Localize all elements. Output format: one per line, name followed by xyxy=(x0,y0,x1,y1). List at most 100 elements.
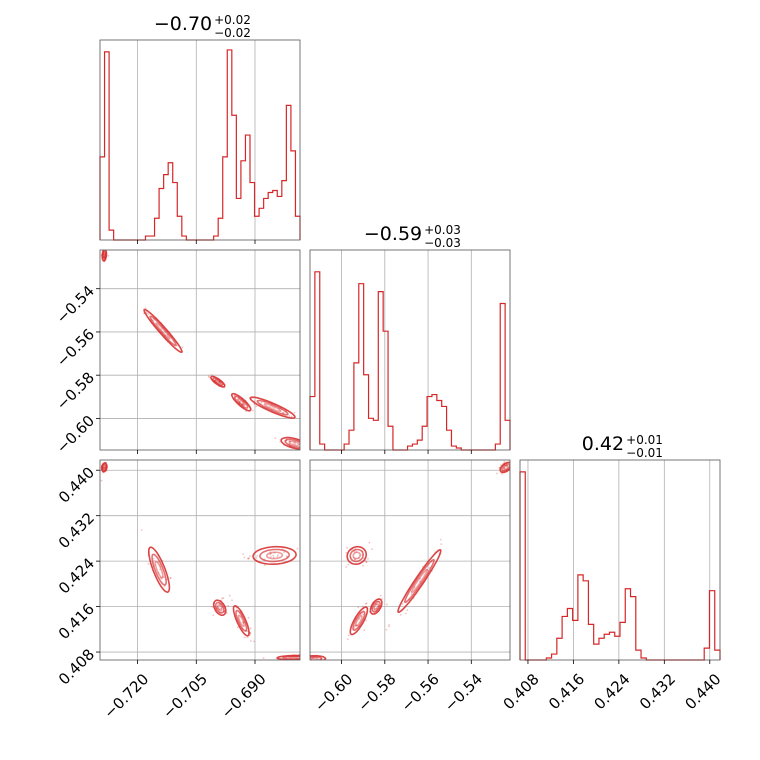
panel-p0-p2-cluster-1-sample xyxy=(169,577,172,579)
panel-p0-p2-cluster-2-contour xyxy=(214,601,225,614)
panel-p0-p2-cluster-4-sample xyxy=(247,557,250,560)
title-p2-upper-error: +0.01 xyxy=(626,433,663,447)
panel-p0-p2-cluster-4-sample xyxy=(296,547,299,550)
panel-p0-p1-cluster-4-sample xyxy=(273,407,276,410)
panel-p0-p2-cluster-3-sample xyxy=(231,599,233,602)
panel-p0-p1-cluster-1-sample xyxy=(146,312,149,315)
panel-p0-p2-cluster-0-sample xyxy=(103,467,106,469)
panel-p0-p1-cluster-4-sample xyxy=(288,415,291,417)
panel-p0-p2-cluster-4-sample xyxy=(248,557,250,560)
xtick-label-p2: 0.408 xyxy=(500,670,543,713)
panel-p0-p2-cluster-4-sample xyxy=(255,557,258,559)
panel-p0-p2-cluster-1-sample xyxy=(153,559,155,562)
panel-p1-p2-cluster-5-sample xyxy=(503,467,506,470)
panel-p1-p2-cluster-3-sample xyxy=(375,603,377,606)
panel-p1-p2-cluster-2-sample xyxy=(364,603,367,605)
histogram-p2 xyxy=(519,471,721,661)
panel-p1-p2-cluster-1-sample xyxy=(367,557,369,560)
panel-p1-p2-cluster-2-sample xyxy=(357,606,360,609)
panel-p1-p2-cluster-5-sample xyxy=(506,464,509,467)
panel-p1-p2-cluster-5-sample xyxy=(495,472,498,475)
panel-p1-p2-cluster-3-sample xyxy=(379,594,382,597)
panel-p0-p1-cluster-5-sample xyxy=(274,437,277,439)
panel-p0-p2-cluster-3-sample xyxy=(253,640,255,643)
panel-p0-p1-cluster-2-contour xyxy=(212,377,224,386)
panel-p0-p2-cluster-4-sample xyxy=(285,555,288,557)
panel-p1-p2-cluster-0-sample xyxy=(306,654,308,656)
panel-p0-p1-cluster-3-sample xyxy=(242,403,245,405)
panel-p0-p2-cluster-3-sample xyxy=(242,621,245,624)
title-p1: −0.59 xyxy=(364,223,422,245)
panel-p0-p2-cluster-4-contour xyxy=(265,551,284,560)
panel-p0-p2-cluster-5-sample xyxy=(302,658,304,660)
panel-p0-p1-cluster-2-sample xyxy=(208,375,210,378)
panel-p0-p1-cluster-4-sample xyxy=(290,415,293,418)
panel-p0-p2-cluster-5-sample xyxy=(308,655,310,657)
panel-p1-p2-cluster-2-contour xyxy=(352,610,366,632)
panel-p0-p1-cluster-4-contour xyxy=(249,396,296,419)
panel-p0-p2-cluster-1-sample xyxy=(159,565,162,568)
panel-p0-p2-cluster-3-sample xyxy=(249,627,252,630)
panel-p0-p1-cluster-2-sample xyxy=(210,374,213,376)
panel-p1-p2-cluster-0-sample xyxy=(306,655,308,657)
panel-p0-p2-cluster-2-sample xyxy=(212,614,215,617)
panel-p0-p1-cluster-3-sample xyxy=(223,385,226,387)
panel-p0-p1-cluster-1-contour xyxy=(143,308,183,353)
panel-p0-p2-cluster-4-sample xyxy=(256,554,258,557)
panel-p1-p2-cluster-0-sample xyxy=(312,657,314,659)
panel-p0-p2-cluster-2-sample xyxy=(218,608,221,611)
panel-p1-p2-cluster-4-sample xyxy=(440,543,443,545)
panel-p1-p2-cluster-0-sample xyxy=(304,662,306,664)
title-p2-lower-error: −0.01 xyxy=(626,446,663,460)
panel-p0-p2-cluster-2-sample xyxy=(220,599,223,601)
panel-p1-p2-cluster-1-sample xyxy=(365,561,368,564)
panel-p1-p2-cluster-5-sample xyxy=(503,460,506,463)
panel-p1-p2-cluster-4-sample xyxy=(413,586,416,589)
panel-p0-p2-cluster-1-contour xyxy=(151,553,167,586)
panel-p0-p2-cluster-3-contour xyxy=(232,604,250,637)
panel-frame-p0-p2 xyxy=(99,459,301,661)
panel-p1-p2-cluster-2-contour xyxy=(355,615,363,627)
panel-p0-p1-cluster-4-sample xyxy=(260,401,263,404)
panel-p1-p2-cluster-1-sample xyxy=(354,558,356,561)
panel-p1-p2-cluster-3-sample xyxy=(381,597,384,600)
panel-p1-p2-cluster-0-sample xyxy=(300,655,302,657)
panel-p0-p1-cluster-3-sample xyxy=(241,403,244,405)
panel-p0-p2-cluster-3-contour xyxy=(235,609,248,632)
xtick-label-p0: −0.720 xyxy=(100,670,152,722)
panel-p0-p1-cluster-5-sample xyxy=(301,446,303,448)
panel-frame-p0-p1 xyxy=(99,249,301,451)
panel-p1-p2-cluster-4-sample xyxy=(401,603,404,605)
panel-p0-p2-cluster-3-sample xyxy=(243,636,246,639)
panel-p0-p2-cluster-3-contour xyxy=(237,614,245,627)
panel-p0-p2-cluster-3-sample xyxy=(249,631,252,634)
panel-p0-p2-cluster-4-sample xyxy=(243,556,246,559)
panel-p0-p1-cluster-4-contour xyxy=(256,399,289,416)
panel-p1-p2-cluster-4-contour xyxy=(410,568,429,594)
panel-p1-p2-cluster-1-sample xyxy=(354,558,357,561)
panel-p1-p2-cluster-5-sample xyxy=(503,466,506,469)
panel-p0-p2-cluster-0-contour xyxy=(102,465,106,470)
panel-p1-p2-cluster-1-contour xyxy=(346,545,368,565)
panel-p0-p2-cluster-1-contour xyxy=(147,546,171,594)
panel-p0-p1-cluster-0-sample xyxy=(107,254,110,257)
panel-p0-p2-cluster-4-sample xyxy=(283,551,286,553)
panel-p1-p2-cluster-1-sample xyxy=(371,548,373,550)
ytick-label-p1: −0.58 xyxy=(53,368,98,413)
title-p0-upper-error: +0.02 xyxy=(214,13,251,27)
panel-p1-p2-cluster-1-sample xyxy=(365,560,368,563)
panel-p1-p2-cluster-0-sample xyxy=(305,659,307,661)
panel-p0-p2-cluster-4-sample xyxy=(269,553,271,556)
panel-p1-p2-cluster-1-contour xyxy=(352,551,362,560)
panel-p1-p2-cluster-1-sample xyxy=(357,557,360,560)
ytick-label-p2: 0.424 xyxy=(55,554,98,597)
panel-p0-p2-cluster-4-sample xyxy=(242,553,245,555)
panel-p0-p1-cluster-4-sample xyxy=(271,406,274,409)
panel-frame-p1-p2 xyxy=(309,459,511,661)
ytick-label-p1: −0.56 xyxy=(53,325,98,370)
panel-p0-p2-cluster-5-sample xyxy=(303,658,305,660)
panel-p0-p1-cluster-1-sample xyxy=(160,328,163,331)
panel-p0-p2-cluster-0-contour xyxy=(100,462,108,473)
panel-p0-p2-cluster-3-sample xyxy=(242,621,245,624)
panel-p0-p2-cluster-1-sample xyxy=(147,563,150,565)
